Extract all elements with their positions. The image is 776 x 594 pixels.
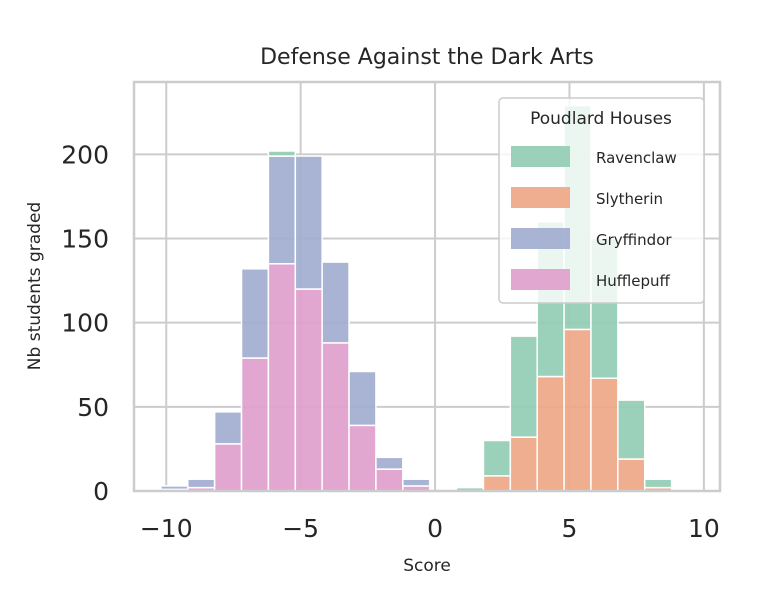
bar-gryffindor-1 [187,478,216,489]
y-tick-label: 100 [61,309,109,338]
bar-ravenclaw-4 [267,150,297,157]
x-tick-label: −5 [282,514,319,543]
y-tick-labels: 0 50 100 150 200 [61,140,109,506]
x-tick-label: 0 [427,514,443,543]
legend-title: Poudlard Houses [530,109,672,129]
legend-label-gryffindor: Gryffindor [596,231,672,249]
bar-gryffindor-8 [375,456,404,470]
bar-gryffindor-4 [267,155,297,265]
legend-items: Ravenclaw Slytherin Gryffindor Hufflepuff [511,146,677,290]
bar-hufflepuff-6 [321,342,350,492]
legend-swatch-hufflepuff [511,269,570,290]
legend: Poudlard Houses Ravenclaw Slytherin Gryffi… [498,97,705,304]
bar-ravenclaw-16 [617,399,646,460]
x-axis-label: Score [403,556,451,576]
y-axis-label: Nb students graded [25,202,45,370]
legend-label-slytherin: Slytherin [596,190,663,208]
x-tick-label: 10 [688,514,720,543]
bar-hufflepuff-7 [348,424,377,492]
bar-slytherin-15 [590,377,619,492]
bar-ravenclaw-12 [509,335,538,438]
bar-gryffindor-3 [240,268,270,359]
bar-slytherin-13 [536,375,565,492]
legend-label-hufflepuff: Hufflepuff [596,272,671,290]
x-tick-label: 5 [562,514,578,543]
legend-swatch-slytherin [511,187,570,208]
y-tick-label: 0 [93,477,109,506]
y-tick-label: 150 [61,225,109,254]
x-tick-label: −10 [140,514,193,543]
y-tick-label: 200 [61,140,109,169]
bar-hufflepuff-3 [240,357,270,492]
y-tick-label: 50 [77,393,109,422]
bar-ravenclaw-17 [643,478,673,489]
chart-title: Defense Against the Dark Arts [260,45,594,70]
bar-hufflepuff-8 [375,468,404,492]
bar-slytherin-11 [482,475,512,492]
bar-gryffindor-7 [348,370,377,427]
legend-swatch-gryffindor [511,228,570,249]
bar-ravenclaw-11 [482,439,512,477]
bar-gryffindor-9 [402,478,431,487]
bars [160,104,673,492]
legend-swatch-ravenclaw [511,146,570,167]
plot-frame [132,80,722,493]
bar-hufflepuff-4 [267,263,297,492]
bar-gryffindor-2 [213,411,243,445]
bar-slytherin-12 [509,436,538,492]
x-tick-labels: −10 −5 0 5 10 [140,514,720,543]
bar-slytherin-16 [617,458,646,492]
bar-hufflepuff-2 [213,443,243,492]
bar-slytherin-14 [563,328,592,492]
bar-gryffindor-0 [160,485,189,491]
legend-label-ravenclaw: Ravenclaw [596,149,677,167]
bar-hufflepuff-5 [294,288,323,492]
bar-gryffindor-5 [294,155,323,290]
bar-gryffindor-6 [321,261,350,344]
